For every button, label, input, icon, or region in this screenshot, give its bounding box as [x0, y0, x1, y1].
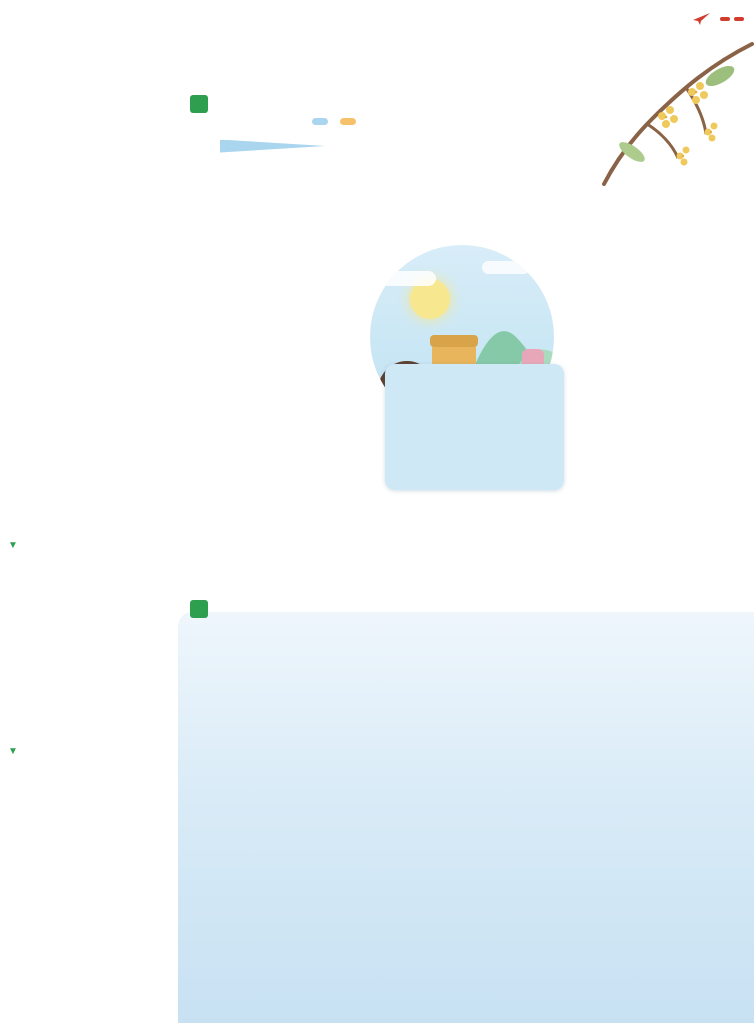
- bar-rows: [220, 138, 369, 154]
- section2-header: [190, 600, 215, 618]
- legend-swatch-1: [340, 118, 356, 125]
- food-subcategory-panel: [385, 364, 564, 490]
- brand-tag-china: [720, 17, 730, 21]
- jar-lid-shape: [430, 335, 478, 347]
- section2-number: [190, 600, 208, 618]
- brand-tag-consumption: [734, 17, 744, 21]
- section1-header: [190, 95, 215, 113]
- size-chart-legend: [312, 118, 362, 125]
- cloud-shape: [482, 261, 530, 274]
- bar-row: [220, 138, 369, 154]
- enterprise-size-bar-chart: [186, 0, 362, 520]
- industry-top10-title: ▼: [8, 540, 18, 551]
- province-top10-title: ▼: [8, 746, 18, 757]
- top5-bubble-chart: [546, 618, 754, 670]
- section2-background: [178, 612, 754, 1023]
- waveform-decoration: [8, 398, 172, 444]
- paper-plane-icon: [693, 13, 710, 25]
- bar-category: [186, 138, 362, 154]
- osmanthus-branch-illustration: [602, 42, 754, 186]
- purchase-composition-flower-chart: [268, 126, 668, 558]
- brand-header: [692, 12, 744, 26]
- legend-swatch-0: [312, 118, 328, 125]
- cloud-shape: [378, 271, 436, 286]
- section1-number: [190, 95, 208, 113]
